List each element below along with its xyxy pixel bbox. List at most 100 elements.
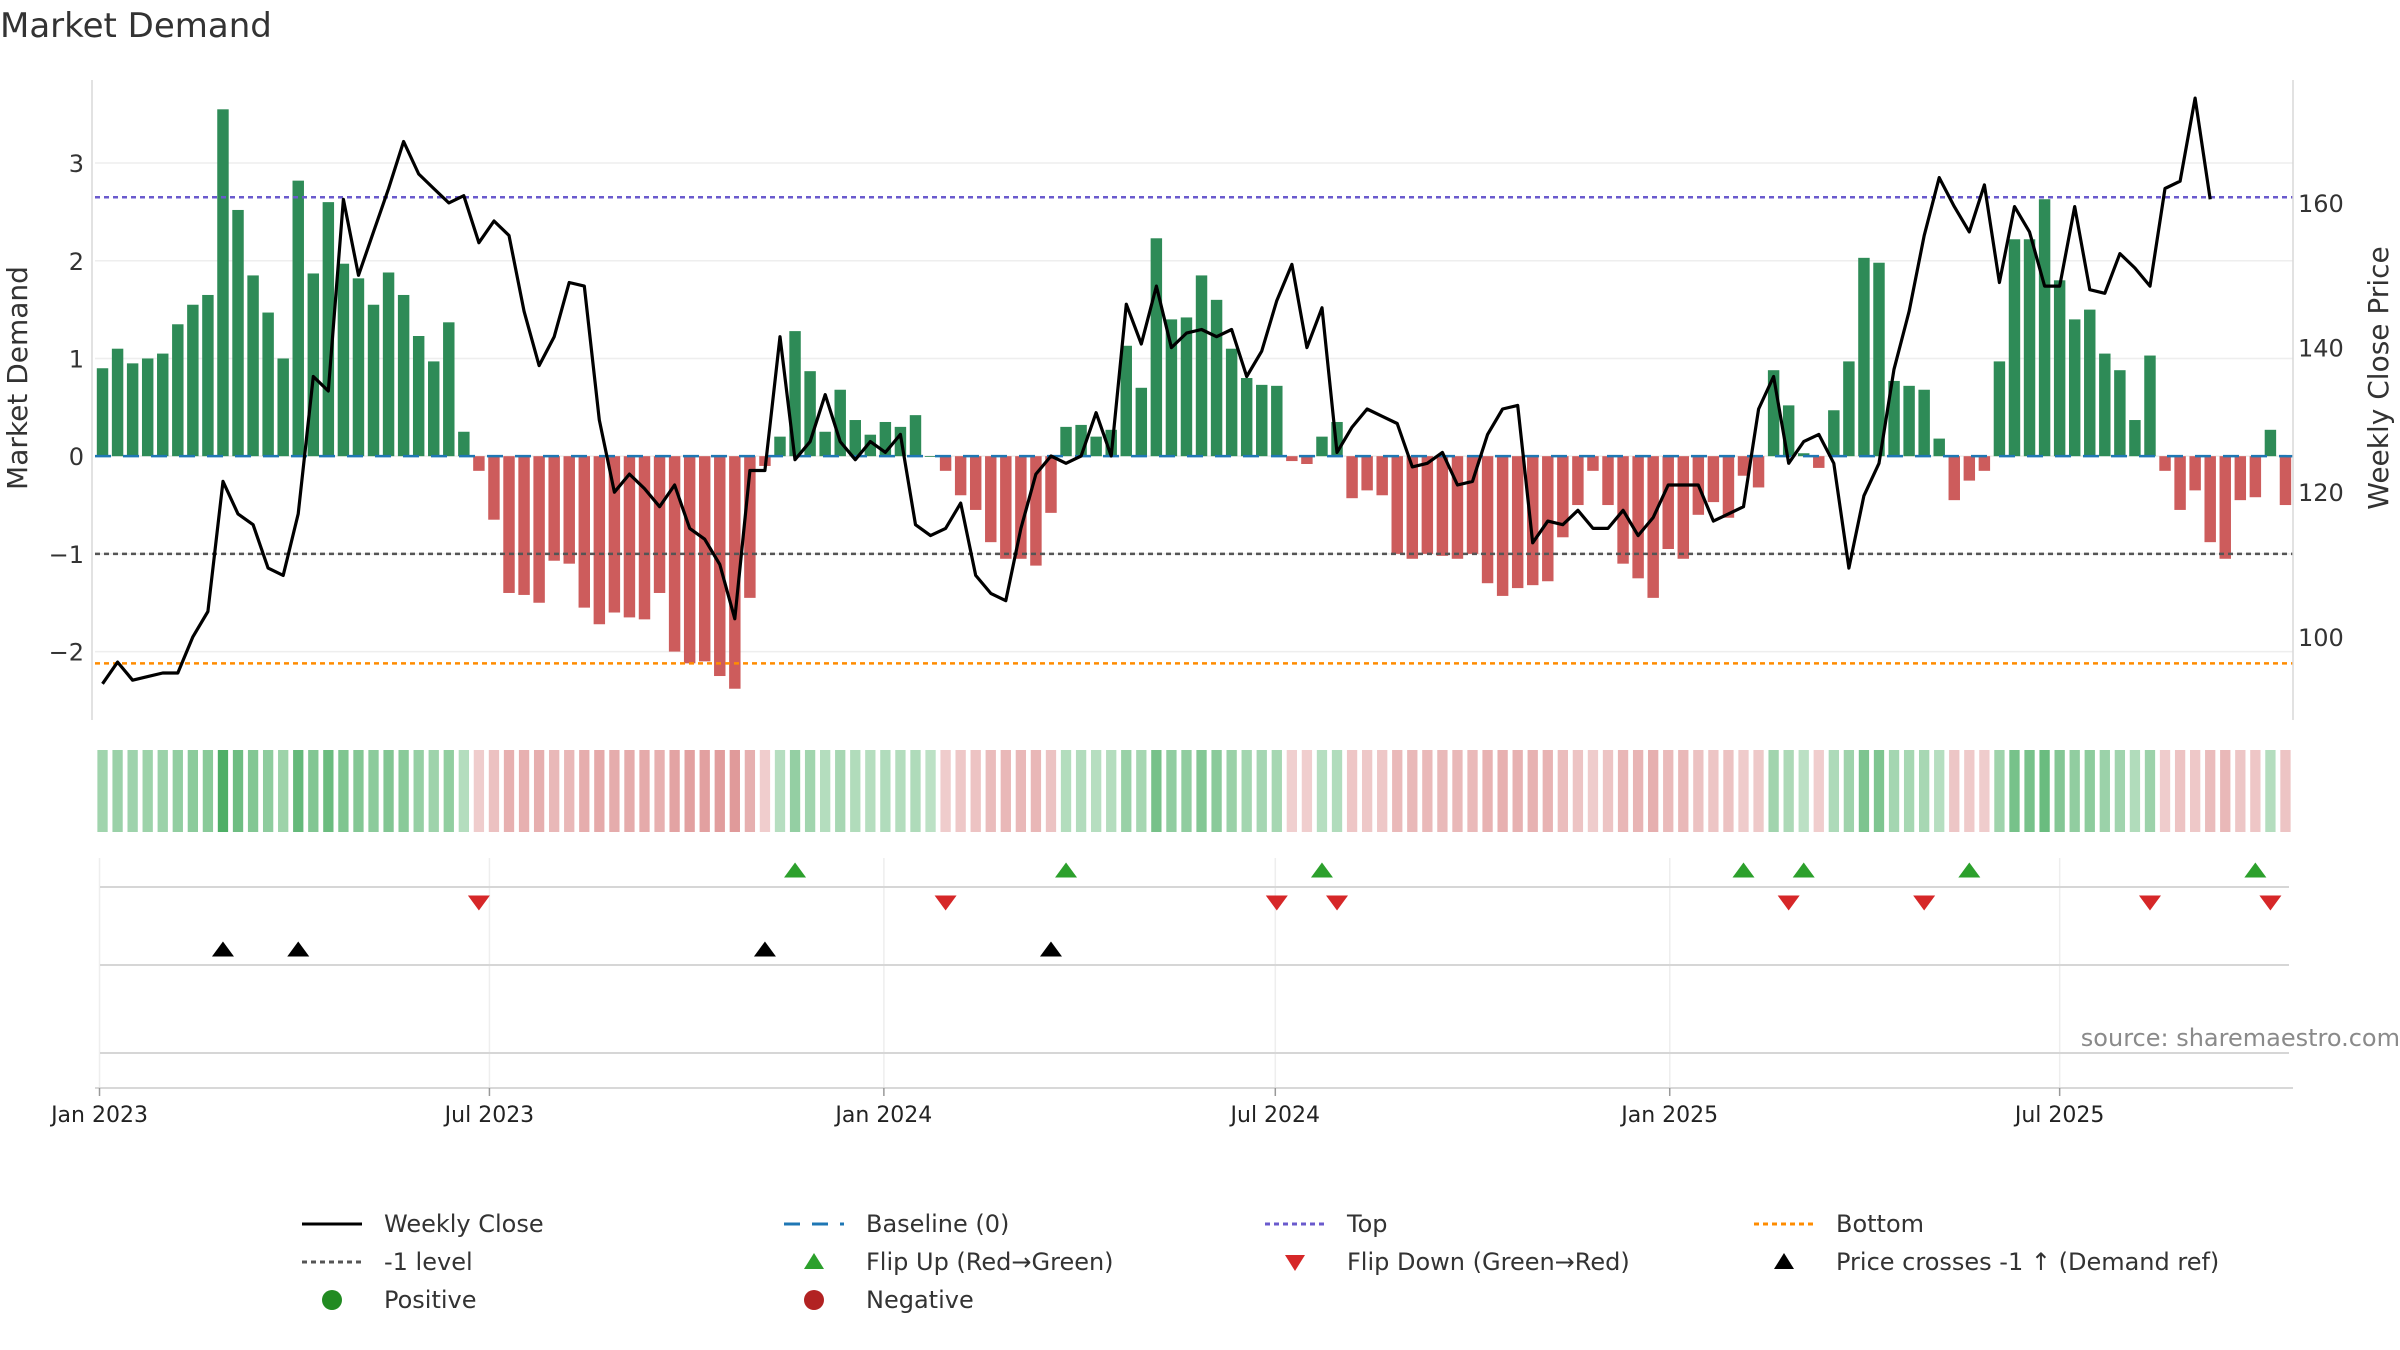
- flip-up-marker: [1310, 862, 1333, 878]
- demand-bar: [593, 456, 606, 625]
- heat-cell: [699, 750, 710, 832]
- heat-cell: [1241, 750, 1252, 832]
- demand-bar: [653, 456, 666, 593]
- heat-cell: [1211, 750, 1222, 832]
- heat-cell: [684, 750, 695, 832]
- axes: 3 2 1 0 −1 −2 160 140 120 100: [49, 80, 2344, 720]
- flip-down-marker: [1777, 895, 1800, 911]
- heat-cell: [1346, 750, 1358, 832]
- legend-cross-label: Price crosses -1 ↑ (Demand ref): [1836, 1248, 2220, 1276]
- heat-cell: [518, 750, 530, 832]
- market-demand-chart: Jan 2023 Jul 2023 Jan 2024 Jul 2024 Jan 2025…: [1, 80, 2395, 1128]
- heat-cell: [895, 750, 906, 832]
- demand-bar: [985, 456, 997, 543]
- demand-bar: [1933, 438, 1945, 457]
- x-tick-label: Jul 2023: [443, 1103, 535, 1128]
- heat-cell: [2174, 750, 2186, 832]
- demand-bar: [458, 431, 470, 457]
- bottom-dotted-line-icon: [1754, 1222, 1814, 1226]
- heat-cell: [1557, 750, 1568, 832]
- heat-cell: [232, 750, 244, 832]
- heat-cell: [654, 750, 665, 832]
- demand-bar: [789, 331, 801, 457]
- heat-cell: [1843, 750, 1855, 832]
- y-tick-label: 0: [69, 443, 84, 471]
- demand-bar: [864, 434, 877, 457]
- cross-marker: [211, 941, 234, 957]
- legend-negative: Negative: [782, 1282, 974, 1318]
- demand-bar: [1647, 456, 1659, 598]
- legend-flip-up-label: Flip Up (Red→Green): [866, 1248, 1114, 1276]
- weekly-close-line: [101, 96, 2212, 685]
- legend-weekly-close: Weekly Close: [300, 1206, 544, 1242]
- heat-cell: [1632, 750, 1644, 832]
- flip-down-marker: [2138, 895, 2161, 911]
- heat-cell: [549, 750, 560, 832]
- heat-cell: [1196, 750, 1207, 832]
- demand-bar: [623, 456, 636, 618]
- heat-cell: [2114, 750, 2126, 832]
- demand-bar: [1481, 456, 1494, 584]
- heat-cell: [1873, 750, 1885, 832]
- cross-triangle-icon: [1774, 1253, 1794, 1269]
- heat-cell: [1286, 750, 1298, 832]
- heat-cell: [1256, 750, 1267, 832]
- legend-positive: Positive: [300, 1282, 477, 1318]
- demand-bar: [1632, 456, 1644, 579]
- heat-cell: [880, 750, 891, 832]
- demand-bar: [2264, 429, 2277, 457]
- y2-tick-label: 160: [2298, 190, 2344, 218]
- y-tick-label: 1: [69, 345, 84, 373]
- demand-bar: [2008, 239, 2021, 457]
- demand-bar: [352, 278, 365, 457]
- heat-cell: [2039, 750, 2050, 832]
- y-tick-label: 2: [69, 248, 84, 276]
- demand-bar: [1090, 436, 1102, 457]
- heat-cell: [1813, 750, 1824, 832]
- heat-cell: [97, 750, 108, 832]
- positive-dot-icon: [322, 1290, 342, 1310]
- heat-cell: [247, 750, 259, 832]
- heat-cell: [729, 750, 740, 832]
- heat-cell: [970, 750, 981, 832]
- demand-bar: [1165, 319, 1178, 457]
- heat-cell: [2144, 750, 2156, 832]
- y2-tick-label: 100: [2298, 624, 2344, 652]
- demand-bar: [157, 353, 169, 457]
- heat-cell: [1572, 750, 1584, 832]
- demand-bar: [909, 415, 922, 457]
- demand-bar: [1060, 426, 1072, 457]
- heat-cell: [774, 750, 786, 832]
- demand-bar: [1587, 456, 1599, 471]
- heat-cell: [2009, 750, 2020, 832]
- demand-bar: [1045, 456, 1057, 513]
- heat-cell: [398, 750, 409, 832]
- legend-baseline: Baseline (0): [782, 1206, 1009, 1242]
- demand-bar: [1075, 424, 1087, 457]
- x-tick-label: Jan 2024: [833, 1103, 932, 1128]
- demand-bar: [1542, 456, 1554, 582]
- flip-up-marker: [1055, 862, 1078, 878]
- heat-cell: [1377, 750, 1388, 832]
- heat-cell: [488, 750, 500, 832]
- demand-bar: [262, 312, 274, 457]
- demand-bar: [2159, 456, 2171, 471]
- heat-cell: [293, 750, 304, 832]
- demand-bar: [473, 456, 485, 471]
- heat-cell: [157, 750, 168, 832]
- heat-cell: [2235, 750, 2246, 832]
- demand-bar: [1963, 456, 1976, 481]
- heat-cell: [1331, 750, 1343, 832]
- flip-down-marker: [1326, 895, 1349, 911]
- demand-bar: [202, 294, 214, 457]
- heat-cell: [1497, 750, 1508, 832]
- y2-axis-label: Weekly Close Price: [2362, 246, 2395, 509]
- demand-bar: [1858, 257, 1870, 457]
- demand-bar: [1782, 405, 1795, 457]
- demand-bar: [1286, 456, 1298, 462]
- legend-flip-down-label: Flip Down (Green→Red): [1347, 1248, 1630, 1276]
- demand-bar: [1180, 317, 1193, 457]
- heat-cell: [503, 750, 515, 832]
- demand-bar: [578, 456, 591, 608]
- demand-bar: [2144, 355, 2156, 457]
